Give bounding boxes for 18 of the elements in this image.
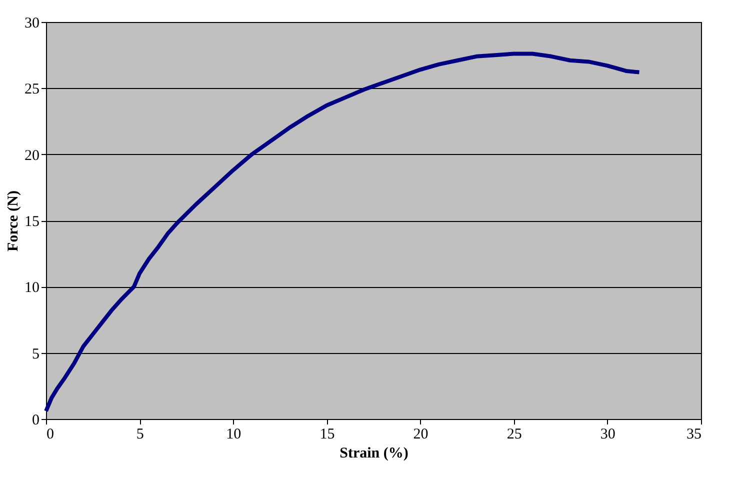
y-tick-label: 15: [24, 214, 40, 230]
line-series: [44, 52, 642, 414]
y-tick-label: 25: [24, 82, 40, 98]
x-axis-title: Strain (%): [340, 446, 408, 462]
x-tick-label: 25: [506, 426, 522, 442]
y-tick-label: 0: [32, 412, 40, 428]
y-tick-label: 10: [24, 280, 40, 296]
x-tick-label: 35: [686, 426, 702, 442]
x-tick-label: 0: [46, 426, 54, 442]
x-tick-label: 15: [320, 426, 335, 442]
y-tick-label: 30: [24, 16, 40, 32]
y-tick-label: 5: [32, 346, 40, 362]
y-axis-title: Force (N): [6, 190, 22, 252]
x-tick-label: 30: [600, 426, 616, 442]
x-tick-label: 20: [413, 426, 428, 442]
x-tick-label: 10: [226, 426, 242, 442]
x-tick-label: 5: [136, 426, 144, 442]
y-tick-label: 20: [24, 148, 40, 164]
